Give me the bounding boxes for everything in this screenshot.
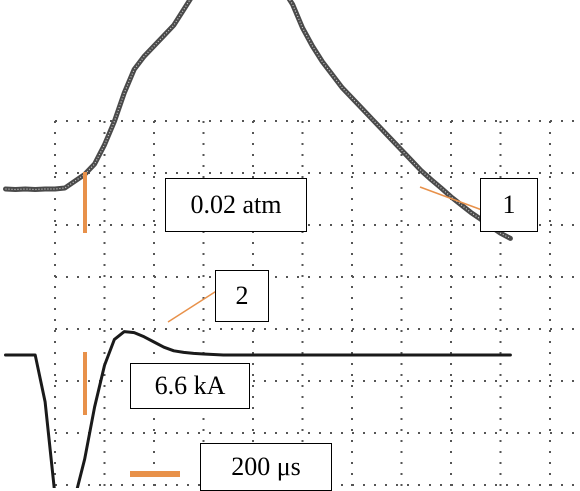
trace-2-leader [167,289,219,323]
trace-1-annotation: 1 [480,178,538,232]
trace-2-annotation: 2 [215,270,269,322]
trace-1-texture [5,0,511,239]
scale-markers [83,172,180,477]
chart-traces [3,0,513,488]
chart-grid [54,120,580,488]
trace-2-line [4,330,512,488]
pressure-scale-label: 0.02 atm [165,178,307,232]
time-scale-label: 200 μs [200,443,332,491]
current-scale-label: 6.6 kA [130,363,250,409]
annotation-leaders [167,186,483,323]
trace-1-leader [419,186,483,211]
